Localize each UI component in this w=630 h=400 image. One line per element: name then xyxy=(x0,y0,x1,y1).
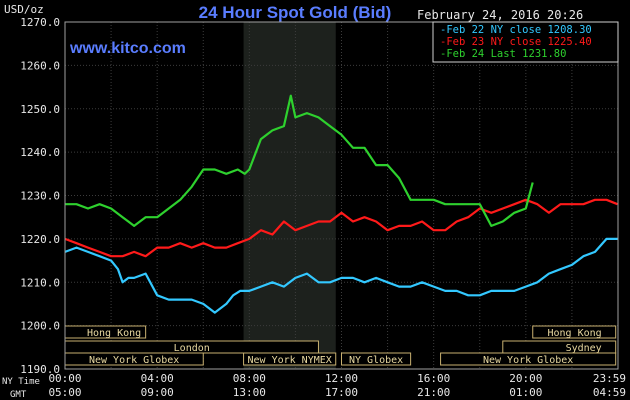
x-tick-label-ny: 08:00 xyxy=(233,372,266,385)
legend-box xyxy=(432,21,619,63)
market-session-label: Hong Kong xyxy=(548,328,602,339)
y-tick-label: 1220.0 xyxy=(20,233,60,246)
series-line-2 xyxy=(64,198,618,258)
y-tick-label: 1190.0 xyxy=(20,363,60,376)
x-tick-label-ny: 23:59 xyxy=(593,372,626,385)
legend-entry: -Feb 22 NY close 1208.30 xyxy=(440,24,592,36)
y-tick-label: 1200.0 xyxy=(20,320,60,333)
market-session-label: New York Globex xyxy=(89,355,179,366)
y-tick-label: 1210.0 xyxy=(20,276,60,289)
series-line-3 xyxy=(65,94,534,227)
x-tick-label-ny: 00:00 xyxy=(48,372,81,385)
legend-entry: -Feb 24 Last 1231.80 xyxy=(440,48,566,60)
x-tick-label-ny: 12:00 xyxy=(325,372,358,385)
x-tick-label-ny: 20:00 xyxy=(509,372,542,385)
series-lines xyxy=(64,94,618,314)
x-tick-label-gmt: 05:00 xyxy=(48,386,81,399)
market-session-bar xyxy=(532,325,617,339)
series-line-1 xyxy=(64,237,618,314)
x-axis-row2-label: GMT xyxy=(10,390,27,400)
plot-frame xyxy=(64,21,619,370)
market-session-label: Hong Kong xyxy=(87,328,141,339)
x-tick-label-ny: 16:00 xyxy=(417,372,450,385)
x-tick-label-gmt: 13:00 xyxy=(233,386,266,399)
x-tick-label-ny: 04:00 xyxy=(141,372,174,385)
legend-entry: -Feb 23 NY close 1225.40 xyxy=(440,36,592,48)
date-label: February 24, 2016 20:26 xyxy=(417,8,583,22)
market-session-bar xyxy=(243,352,337,366)
y-tick-label: 1270.0 xyxy=(20,16,60,29)
y-tick-label: 1240.0 xyxy=(20,146,60,159)
watermark-url: www.kitco.com xyxy=(69,40,186,57)
y-tick-label: 1230.0 xyxy=(20,190,60,203)
market-session-bar xyxy=(341,352,412,366)
y-axis: 1270.0 1260.0 1250.0 1240.0 1230.0 1220.0 1210… xyxy=(20,16,60,376)
y-tick-label: 1250.0 xyxy=(20,103,60,116)
chart-title: 24 Hour Spot Gold (Bid) xyxy=(199,3,392,22)
x-tick-label-gmt: 04:59 xyxy=(593,386,626,399)
y-tick-label: 1260.0 xyxy=(20,59,60,72)
x-tick-label-gmt: 01:00 xyxy=(509,386,542,399)
market-session-label: Sydney xyxy=(566,343,602,354)
x-axis-row1-label: NY Time xyxy=(2,377,40,387)
x-tick-label-gmt: 21:00 xyxy=(417,386,450,399)
market-session-label: New York Globex xyxy=(483,355,573,366)
x-tick-label-gmt: 17:00 xyxy=(325,386,358,399)
market-session-label: NY Globex xyxy=(349,355,403,366)
market-session-bar xyxy=(440,352,617,366)
market-session-label: London xyxy=(174,343,210,354)
market-session-label: New York NYMEX xyxy=(248,355,332,366)
x-tick-label-gmt: 09:00 xyxy=(141,386,174,399)
y-axis-label: USD/oz xyxy=(4,3,44,16)
legend: -Feb 22 NY close 1208.30-Feb 23 NY close… xyxy=(432,21,619,63)
